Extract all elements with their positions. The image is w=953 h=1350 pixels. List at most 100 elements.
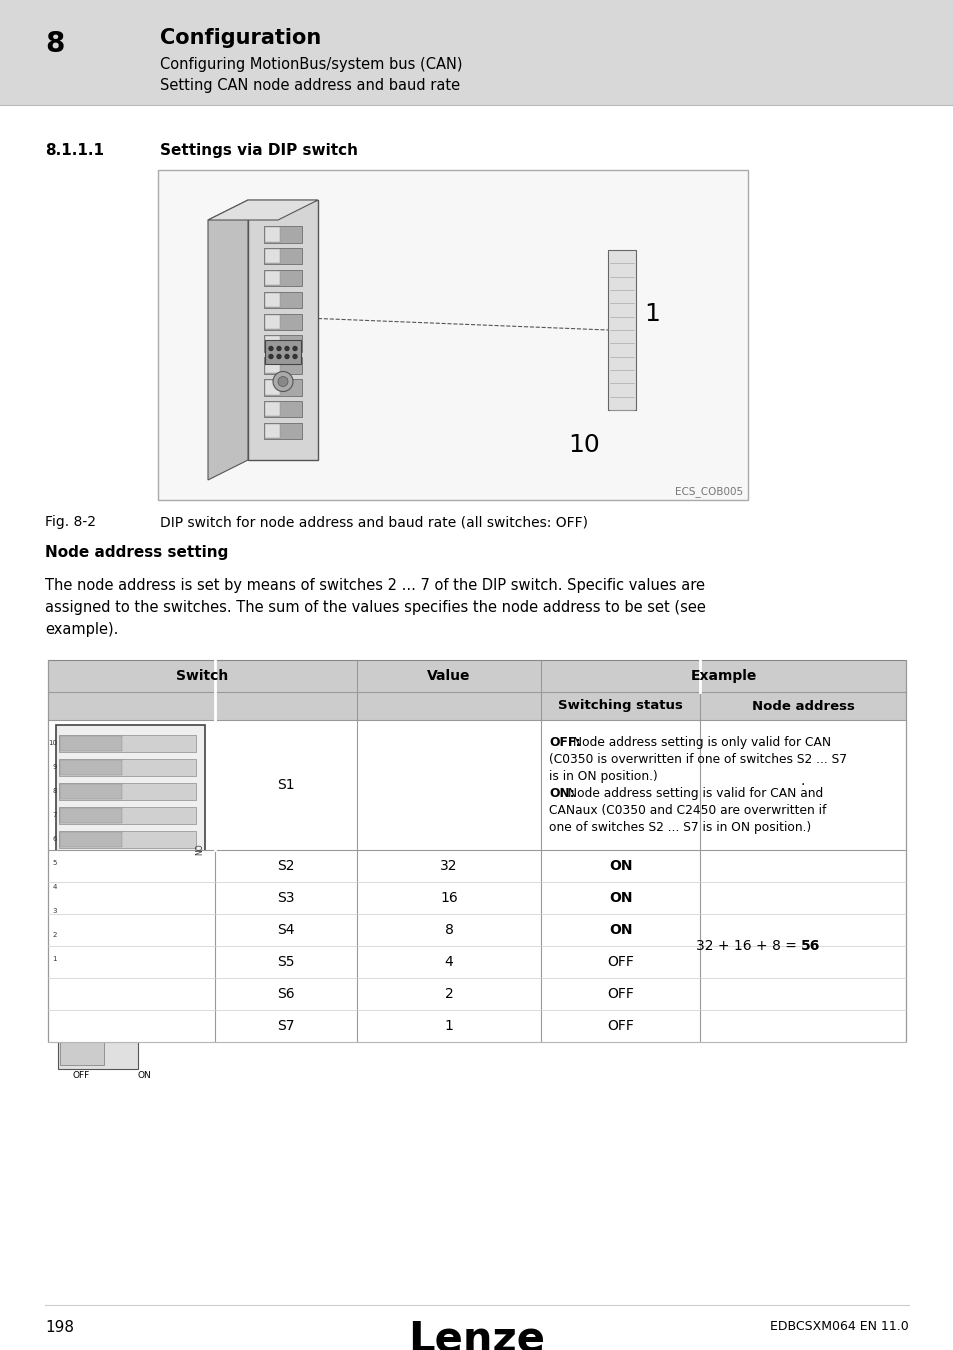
- Text: ON: ON: [138, 1071, 152, 1080]
- Circle shape: [269, 347, 273, 351]
- Text: 16: 16: [439, 891, 457, 904]
- Circle shape: [285, 347, 289, 351]
- Text: S3: S3: [277, 891, 294, 904]
- Text: 10: 10: [48, 740, 57, 747]
- Text: OFF: OFF: [607, 954, 634, 969]
- Bar: [48, 660, 905, 1042]
- Bar: [265, 227, 280, 242]
- Bar: [265, 293, 280, 308]
- Bar: [56, 725, 205, 973]
- Bar: [263, 379, 302, 396]
- Text: 1: 1: [52, 956, 57, 963]
- Bar: [48, 1010, 905, 1042]
- Bar: [248, 200, 317, 460]
- Polygon shape: [208, 200, 248, 481]
- Bar: [59, 950, 196, 968]
- Text: 4: 4: [52, 884, 57, 891]
- Text: The node address is set by means of switches 2 ... 7 of the DIP switch. Specific: The node address is set by means of swit…: [45, 578, 704, 593]
- Text: S4: S4: [277, 923, 294, 937]
- Text: 9: 9: [52, 764, 57, 771]
- Text: Switching status: Switching status: [558, 699, 682, 713]
- Text: Switch: Switch: [176, 670, 229, 683]
- Text: Configuration: Configuration: [160, 28, 321, 49]
- Bar: [48, 720, 905, 850]
- Text: 8: 8: [444, 923, 453, 937]
- Bar: [265, 250, 280, 263]
- Text: ·: ·: [800, 778, 804, 792]
- Text: Node address setting: Node address setting: [45, 545, 228, 560]
- Bar: [263, 248, 302, 265]
- Circle shape: [276, 347, 281, 351]
- Text: OFF: OFF: [607, 1019, 634, 1033]
- Bar: [263, 358, 302, 374]
- Text: 198: 198: [45, 1320, 74, 1335]
- Bar: [0, 0, 953, 105]
- Text: 2: 2: [52, 933, 57, 938]
- Text: ECS_COB005: ECS_COB005: [674, 486, 742, 497]
- Text: example).: example).: [45, 622, 118, 637]
- Bar: [59, 855, 196, 872]
- Bar: [263, 335, 302, 352]
- Text: 5: 5: [52, 860, 57, 867]
- Bar: [263, 423, 302, 439]
- Text: 32: 32: [440, 859, 457, 873]
- Bar: [263, 227, 302, 243]
- Bar: [265, 424, 280, 439]
- Text: S6: S6: [277, 987, 294, 1000]
- Text: Value: Value: [427, 670, 471, 683]
- Text: 6: 6: [52, 837, 57, 842]
- Text: 8: 8: [52, 788, 57, 794]
- Text: 1: 1: [643, 302, 659, 325]
- Bar: [59, 807, 196, 824]
- Text: 7: 7: [52, 813, 57, 818]
- Bar: [60, 736, 122, 751]
- Text: S5: S5: [277, 954, 294, 969]
- Circle shape: [277, 377, 288, 386]
- Text: 32 + 16 + 8 =: 32 + 16 + 8 =: [695, 940, 801, 953]
- Text: 4: 4: [444, 954, 453, 969]
- Bar: [60, 903, 122, 919]
- Bar: [265, 336, 280, 351]
- Bar: [48, 946, 905, 977]
- Text: Lenze: Lenze: [408, 1318, 545, 1350]
- Bar: [60, 760, 122, 775]
- Bar: [265, 358, 280, 373]
- Bar: [59, 879, 196, 896]
- Text: Setting CAN node address and baud rate: Setting CAN node address and baud rate: [160, 78, 459, 93]
- Bar: [48, 977, 905, 1010]
- Bar: [60, 807, 122, 824]
- Text: Node address: Node address: [751, 699, 854, 713]
- Text: S1: S1: [277, 778, 294, 792]
- Bar: [48, 850, 905, 882]
- Text: DIP switch for node address and baud rate (all switches: OFF): DIP switch for node address and baud rat…: [160, 514, 587, 529]
- Bar: [265, 339, 301, 363]
- Bar: [59, 926, 196, 944]
- Bar: [48, 914, 905, 946]
- Bar: [263, 313, 302, 329]
- Bar: [59, 783, 196, 801]
- Bar: [60, 880, 122, 895]
- Bar: [263, 292, 302, 308]
- Text: one of switches S2 ... S7 is in ON position.): one of switches S2 ... S7 is in ON posit…: [549, 821, 811, 834]
- Text: 3: 3: [52, 909, 57, 914]
- Text: ON: ON: [608, 859, 632, 873]
- Bar: [265, 315, 280, 329]
- Text: S2: S2: [277, 859, 294, 873]
- Circle shape: [293, 347, 296, 351]
- Text: 2: 2: [444, 987, 453, 1000]
- Circle shape: [293, 355, 296, 359]
- Bar: [60, 784, 122, 799]
- Circle shape: [285, 355, 289, 359]
- Circle shape: [276, 355, 281, 359]
- Text: (C0350 is overwritten if one of switches S2 ... S7: (C0350 is overwritten if one of switches…: [549, 753, 846, 765]
- Bar: [60, 927, 122, 944]
- Text: 56: 56: [801, 940, 820, 953]
- Bar: [48, 660, 905, 693]
- Bar: [58, 1012, 138, 1069]
- Bar: [607, 250, 636, 410]
- Text: is in ON position.): is in ON position.): [549, 769, 658, 783]
- Bar: [263, 270, 302, 286]
- Text: ON: ON: [608, 891, 632, 904]
- Text: Fig. 8-2: Fig. 8-2: [45, 514, 96, 529]
- Bar: [263, 401, 302, 417]
